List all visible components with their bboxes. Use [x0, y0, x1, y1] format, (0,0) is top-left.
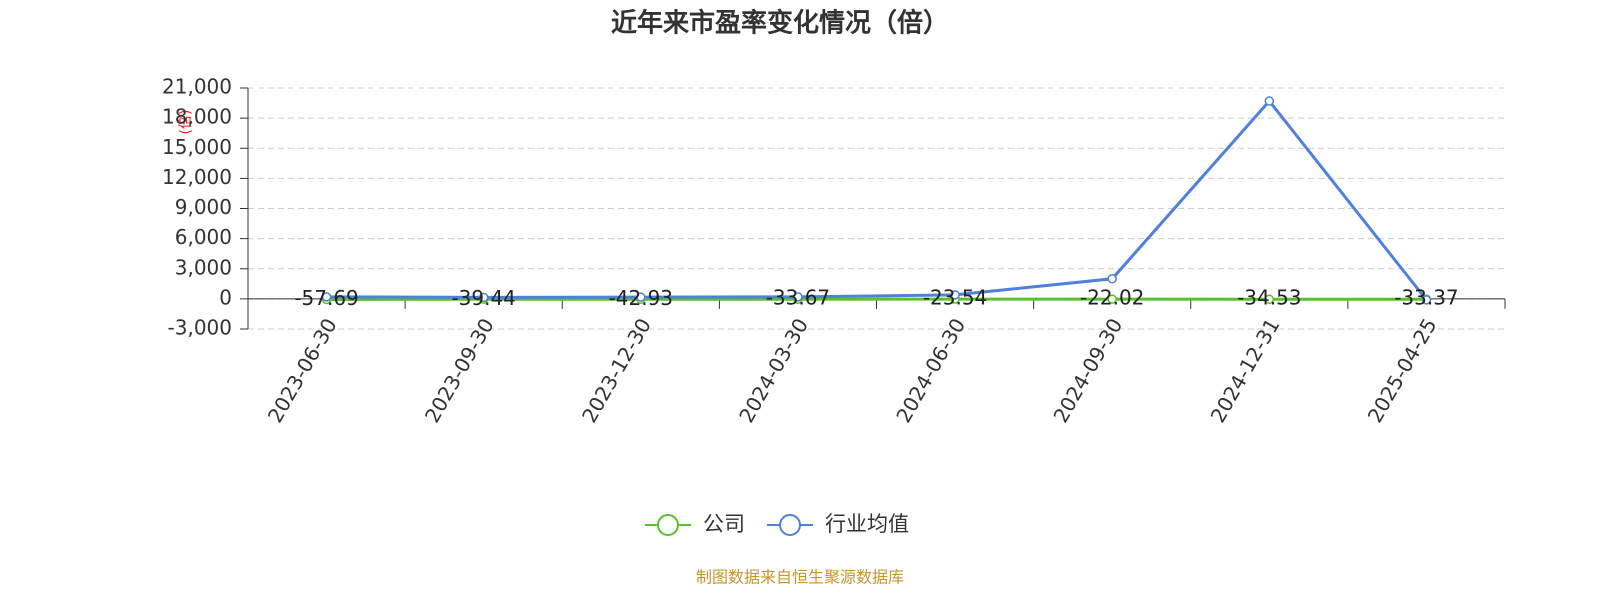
x-tick-label: 2024-12-31	[1206, 314, 1285, 427]
point-marker	[793, 292, 803, 302]
legend-label: 行业均值	[825, 512, 909, 536]
data-label: -42.93	[609, 286, 673, 310]
point-marker	[1264, 96, 1275, 106]
chart-title: 近年来市盈率变化情况（倍）	[611, 8, 949, 39]
data-label: -22.02	[1080, 286, 1144, 310]
point-marker	[1107, 274, 1117, 284]
y-tick-label: 18,000	[162, 105, 232, 129]
y-tick-label: 0	[219, 285, 232, 309]
point-marker	[1107, 294, 1117, 304]
source-note: 制图数据来自恒生聚源数据库	[696, 568, 904, 587]
point-marker	[1264, 294, 1275, 304]
x-tick-label: 2023-09-30	[420, 314, 499, 427]
data-label: -23.54	[923, 286, 987, 310]
x-tick-label: 2024-09-30	[1048, 314, 1127, 427]
x-tick-label: 2023-12-30	[577, 314, 656, 427]
legend-label: 公司	[703, 512, 745, 536]
data-label: -39.44	[451, 286, 515, 310]
x-tick-label: 2023-06-30	[263, 314, 342, 427]
y-tick-label: 9,000	[175, 195, 232, 219]
data-label: -34.53	[1237, 286, 1301, 310]
y-tick-label: 15,000	[162, 135, 232, 159]
x-tick-label: 2024-06-30	[891, 314, 970, 427]
data-label: -57.69	[294, 286, 358, 310]
point-marker	[636, 292, 646, 302]
y-tick-label: 6,000	[175, 225, 232, 249]
x-tick-label: 2024-03-30	[734, 314, 813, 427]
point-marker	[950, 290, 960, 300]
point-marker	[1421, 295, 1432, 305]
data-label: -33.37	[1394, 286, 1458, 310]
series-line	[326, 98, 1428, 301]
legend-marker	[779, 514, 801, 536]
y-tick-label: 21,000	[162, 75, 232, 99]
point-marker	[321, 292, 332, 302]
y-tick-label: 3,000	[175, 255, 232, 279]
x-tick-label: 2025-04-25	[1363, 314, 1442, 427]
point-marker	[478, 292, 489, 303]
legend-marker	[657, 514, 679, 536]
data-label: -33.67	[766, 286, 830, 310]
y-tick-label: 12,000	[162, 165, 232, 189]
y-axis-label: (倍)	[178, 110, 194, 135]
y-tick-label: -3,000	[168, 316, 232, 340]
